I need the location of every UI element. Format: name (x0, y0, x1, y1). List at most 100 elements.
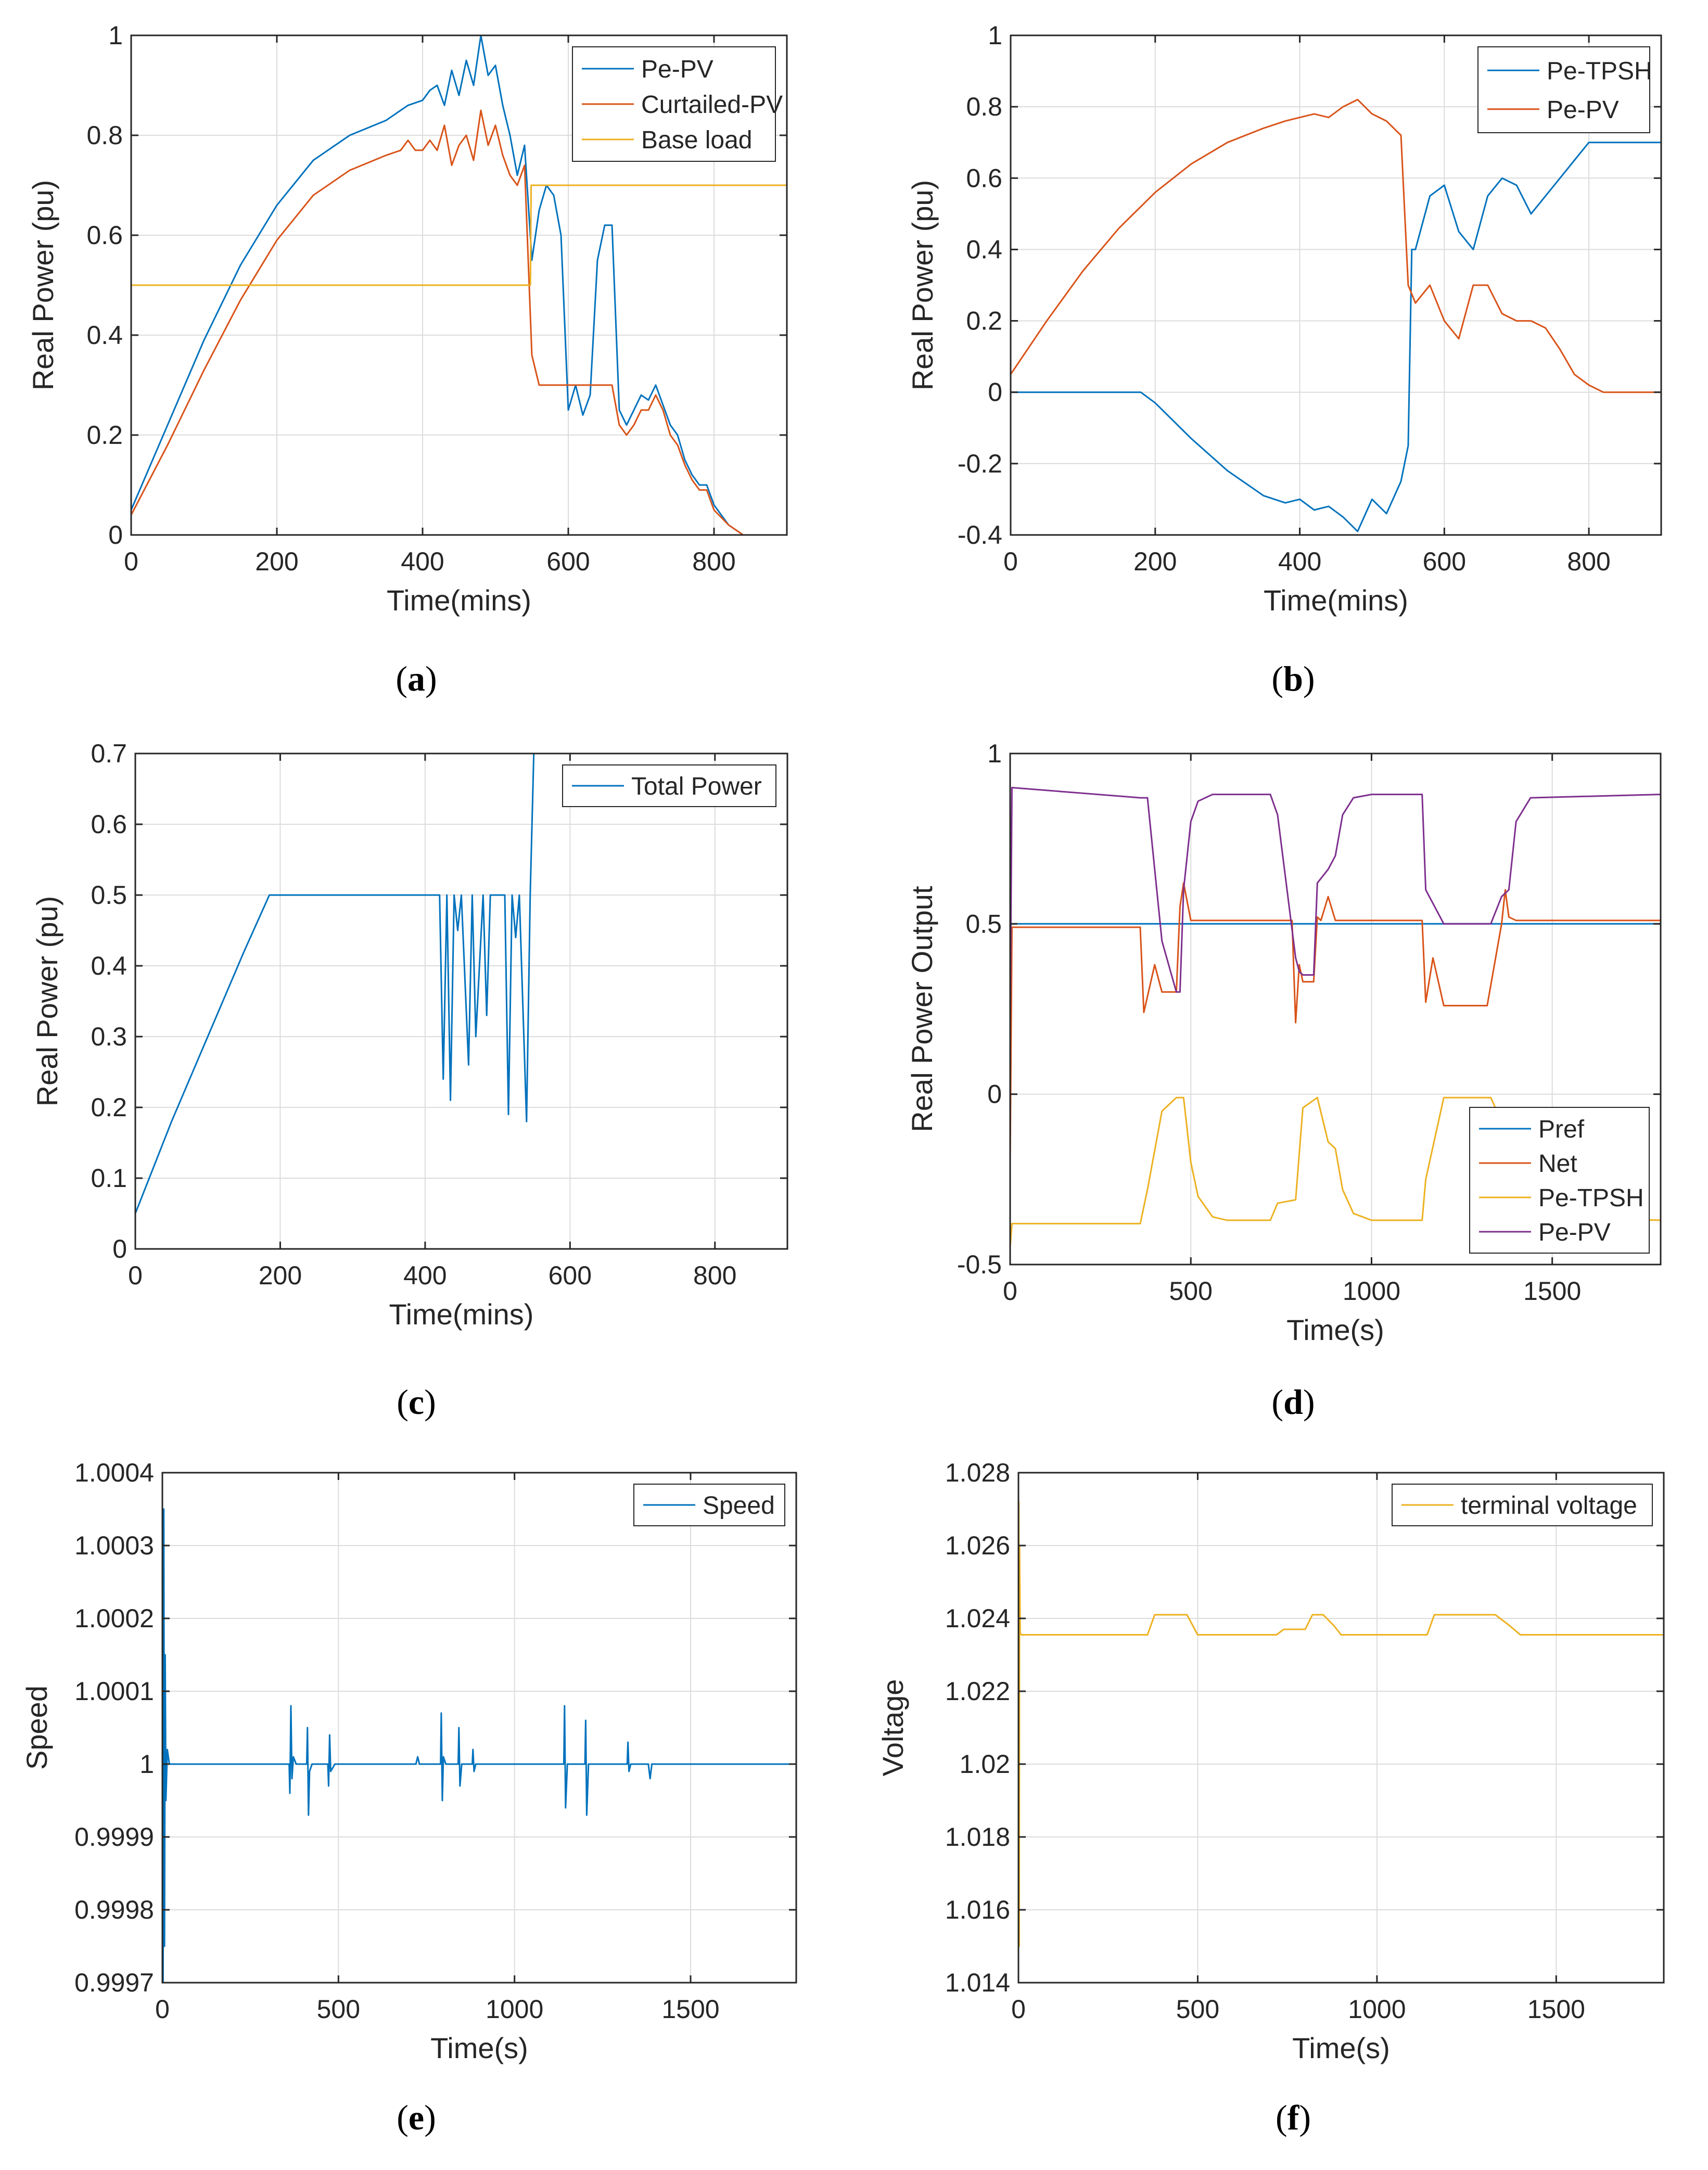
caption-a: (a) (396, 659, 437, 698)
caption-f: (f) (1276, 2098, 1311, 2137)
x-tick-label: 400 (403, 1261, 447, 1290)
y-tick-label: 1.028 (945, 1458, 1010, 1487)
x-tick-label: 800 (692, 547, 735, 576)
y-tick-label: 0.6 (91, 810, 127, 839)
x-tick-label: 1500 (1527, 1995, 1585, 2024)
x-tick-label: 1000 (486, 1995, 543, 2024)
y-tick-label: 0.9998 (74, 1895, 154, 1924)
y-tick-label: 0.4 (86, 321, 123, 350)
x-tick-label: 500 (1176, 1995, 1219, 2024)
legend: terminal voltage (1392, 1484, 1653, 1526)
series-line-pe-pv (1010, 98, 1661, 393)
legend: Pref Net Pe-TPSH Pe-PV (1469, 1107, 1650, 1254)
y-tick-label: -0.5 (957, 1250, 1002, 1279)
chart-e-svg: 0 500 1000 1500 0.9997 0.9998 0.9999 1 1.0001 1.0… (20, 1458, 797, 2064)
x-tick-label: 1500 (1523, 1277, 1581, 1306)
legend-entry: terminal voltage (1461, 1492, 1637, 1520)
chart-f-svg: 0 500 1000 1500 1.014 1.016 1.018 1.02 1.022 1.02… (876, 1458, 1665, 2064)
x-tick-label: 200 (1133, 547, 1177, 576)
series-line-speed (161, 1508, 796, 1984)
y-tick-label: 0 (112, 1234, 127, 1263)
x-tick-label: 1000 (1343, 1277, 1400, 1306)
y-tick-label: 0.3 (91, 1022, 127, 1051)
x-tick-label: 500 (317, 1995, 360, 2024)
y-tick-label: 0.2 (966, 307, 1002, 336)
legend-entry: Speed (703, 1492, 775, 1520)
series-line-base-load (131, 184, 787, 286)
caption-e: (e) (397, 2098, 436, 2137)
chart-c: 0 200 400 600 800 0 0.1 0.2 0.3 0.4 0.5 0.6 0.7 Time(… (0, 723, 854, 1447)
x-tick-label: 0 (155, 1995, 170, 2024)
y-tick-label: 1.02 (960, 1750, 1010, 1779)
x-tick-label: 0 (1011, 1995, 1026, 2024)
y-tick-label: 1 (108, 21, 123, 50)
legend-entry: Pe-TPSH (1538, 1184, 1644, 1212)
legend: Speed (633, 1484, 785, 1526)
y-tick-label: 0 (987, 1080, 1002, 1109)
series-line-pe-tpsh (1009, 1096, 1661, 1248)
legend-entry: Curtailed-PV (641, 91, 783, 119)
x-tick-label: 0 (128, 1261, 143, 1290)
y-tick-label: 0.7 (91, 739, 127, 768)
x-axis-label: Time(mins) (1264, 584, 1408, 617)
y-tick-label: 1.016 (945, 1895, 1010, 1924)
y-axis-label: Real Power (pu) (906, 180, 939, 391)
legend-entry: Pe-PV (1547, 96, 1619, 124)
y-tick-label: 0.8 (966, 92, 1002, 121)
legend-box (633, 1484, 785, 1526)
y-tick-label: 0.6 (966, 163, 1002, 193)
x-tick-label: 400 (1278, 547, 1321, 576)
x-tick-label: 600 (549, 1261, 592, 1290)
x-tick-label: 600 (546, 547, 590, 576)
y-tick-label: 0.9999 (74, 1822, 154, 1852)
y-tick-label: 0.5 (965, 909, 1002, 938)
legend-entry: Net (1538, 1150, 1577, 1178)
legend: Total Power (562, 764, 776, 807)
x-tick-label: 800 (693, 1261, 736, 1290)
axes-box (1010, 34, 1662, 536)
legend: Pe-PV Curtailed-PV Base load (572, 46, 783, 162)
y-axis-label: Real Power (pu) (31, 896, 63, 1107)
chart-e: 0 500 1000 1500 0.9997 0.9998 0.9999 1 1.0001 1.0… (0, 1447, 854, 2170)
x-tick-label: 400 (401, 547, 444, 576)
y-tick-label: 1.0003 (74, 1531, 154, 1560)
y-tick-label: 0.1 (91, 1164, 127, 1193)
chart-d: 0 500 1000 1500 -0.5 0 0.5 1 Time(s) Real Power O… (854, 723, 1708, 1447)
series-line-total-power (134, 752, 787, 1214)
chart-c-svg: 0 200 400 600 800 0 0.1 0.2 0.3 0.4 0.5 0.6 0.7 Time(… (31, 739, 788, 1331)
caption-c: (c) (397, 1382, 436, 1422)
axes-box (1009, 752, 1662, 1266)
x-axis-label: Time(s) (430, 2032, 528, 2064)
axes-box (1017, 1472, 1665, 1984)
y-tick-label: 0.2 (91, 1093, 127, 1122)
x-tick-label: 1500 (661, 1995, 719, 2024)
y-tick-label: 1.014 (945, 1968, 1010, 1997)
x-tick-label: 1000 (1348, 1995, 1406, 2024)
plot-area (1018, 1473, 1664, 1983)
legend-entry: Total Power (631, 773, 762, 800)
legend: Pe-TPSH Pe-PV (1477, 46, 1652, 133)
axes-box (134, 752, 788, 1250)
legend-box (1469, 1107, 1650, 1254)
x-axis-label: Time(mins) (389, 1298, 534, 1331)
chart-a-svg: 0 200 400 600 800 0 0.2 0.4 0.6 0.8 1 Time(mins) Rea… (27, 21, 788, 617)
series-line-pe-pv (130, 34, 787, 536)
caption-d: (d) (1271, 1382, 1315, 1422)
chart-f: 0 500 1000 1500 1.014 1.016 1.018 1.02 1.022 1.02… (854, 1447, 1708, 2170)
y-axis-label: Real Power (pu) (27, 180, 59, 391)
x-tick-label: 800 (1567, 547, 1610, 576)
x-axis-label: Time(mins) (387, 584, 531, 617)
x-tick-label: 0 (124, 547, 138, 576)
chart-b: 0 200 400 600 800 -0.4 -0.2 0 0.2 0.4 0.6 0.8 1 Time(… (854, 0, 1708, 723)
y-tick-label: -0.2 (958, 449, 1002, 478)
y-tick-label: 0.6 (86, 221, 123, 250)
y-tick-label: 0.2 (86, 420, 123, 450)
y-tick-label: 0.4 (966, 235, 1002, 264)
y-tick-label: 1.0001 (74, 1677, 154, 1706)
series-line-net (1009, 882, 1661, 1163)
y-tick-label: 1.018 (945, 1822, 1010, 1852)
legend-box (1477, 46, 1650, 133)
chart-a: 0 200 400 600 800 0 0.2 0.4 0.6 0.8 1 Time(mins) Rea… (0, 0, 854, 723)
x-tick-label: 0 (1003, 547, 1018, 576)
